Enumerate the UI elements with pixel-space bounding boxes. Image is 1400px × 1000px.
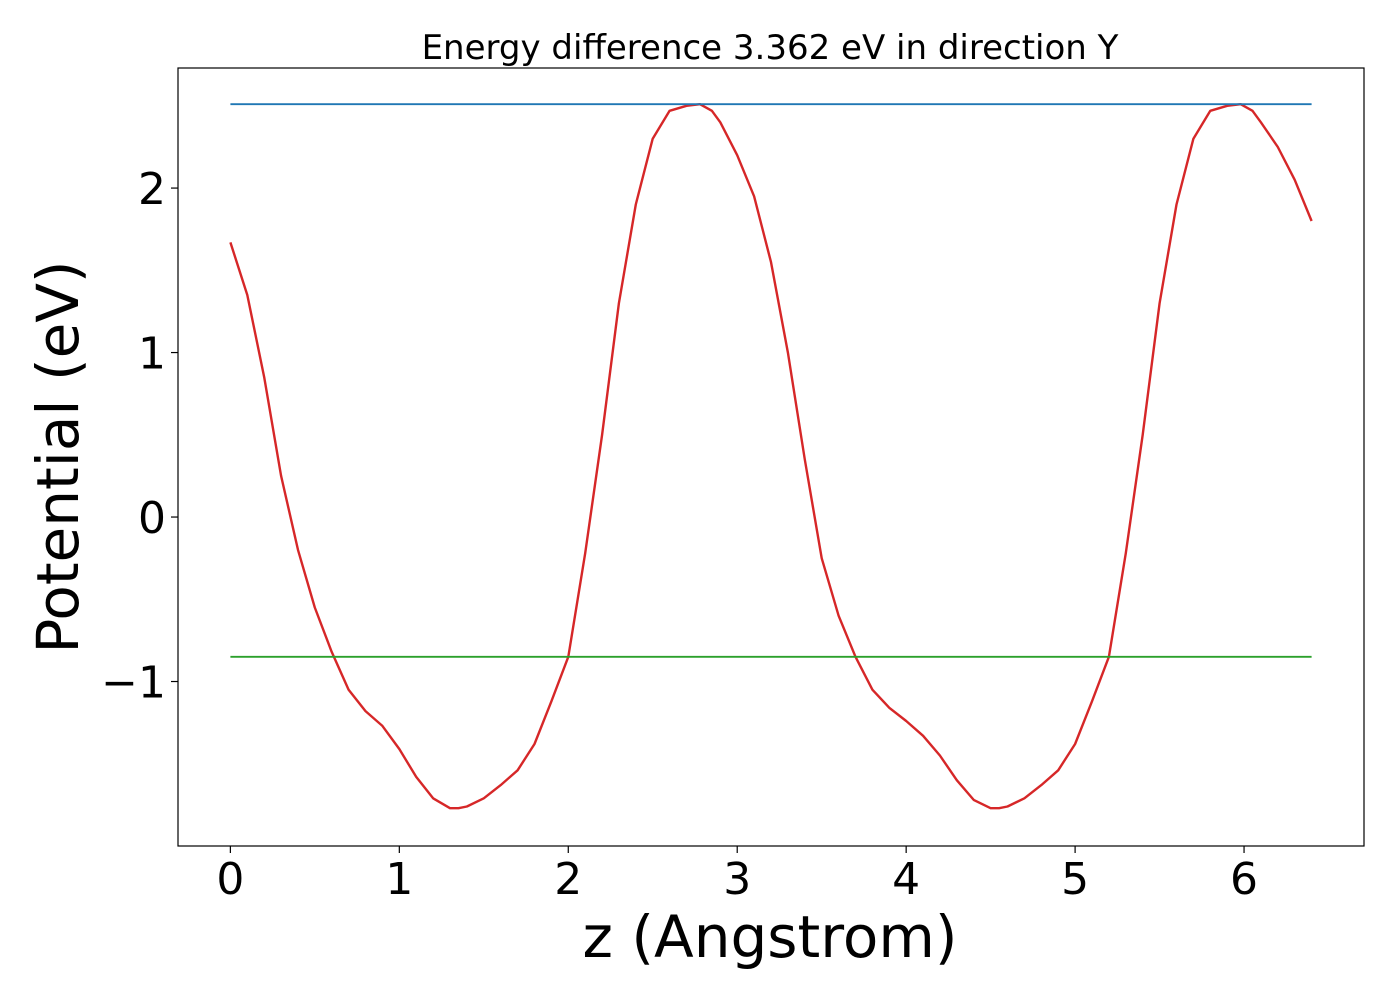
plot-frame [177, 67, 1365, 847]
x-axis-label: z (Angstrom) [583, 903, 958, 971]
x-tick-label: 4 [892, 854, 920, 905]
x-tick-label: 6 [1230, 854, 1258, 905]
x-axis-ticks: 0 1 2 3 4 5 6 [216, 846, 1258, 905]
y-axis-ticks: −1 0 1 2 [101, 164, 178, 709]
plot-lines [229, 102, 1313, 810]
y-tick-label: 1 [138, 329, 166, 380]
y-tick-label: −1 [101, 658, 166, 709]
x-tick-label: 2 [554, 854, 582, 905]
y-tick-label: 2 [138, 164, 166, 215]
x-tick-label: 3 [723, 854, 751, 905]
y-axis-label: Potential (eV) [24, 260, 92, 653]
x-tick-label: 1 [385, 854, 413, 905]
x-tick-label: 0 [216, 854, 244, 905]
y-tick-label: 0 [138, 493, 166, 544]
chart-title: Energy difference 3.362 eV in direction … [422, 28, 1119, 68]
potential-curve [229, 102, 1313, 810]
x-tick-label: 5 [1061, 854, 1089, 905]
